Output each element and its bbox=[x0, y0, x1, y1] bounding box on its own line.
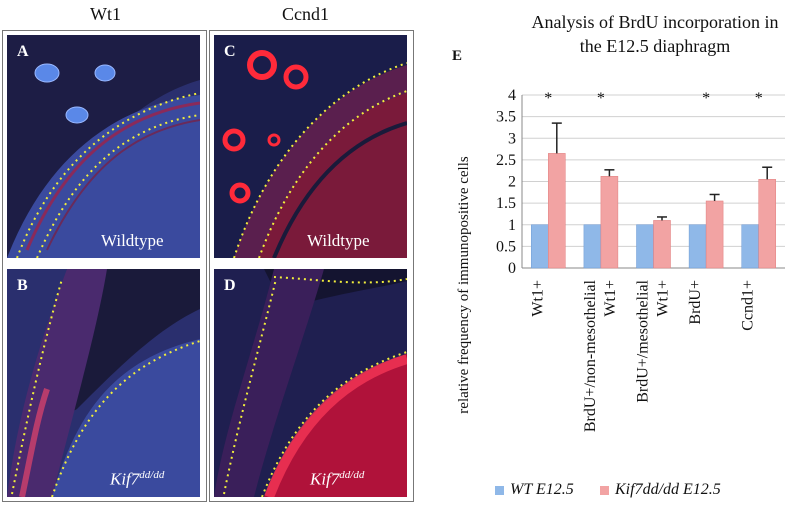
panel-label-a: A bbox=[17, 43, 29, 60]
y-tick-label: 0.5 bbox=[496, 238, 516, 255]
y-tick-label: 2.5 bbox=[496, 152, 516, 169]
legend-wt-label: WT E12.5 bbox=[510, 481, 574, 498]
legend-wt-swatch bbox=[495, 485, 504, 495]
legend-kif7-swatch bbox=[600, 485, 609, 495]
bar-wt bbox=[688, 224, 707, 269]
panel-b-caption: Kif7dd/dd bbox=[110, 469, 165, 489]
y-tick-label: 3 bbox=[508, 130, 516, 147]
column-title-wt1: Wt1 bbox=[90, 4, 121, 24]
panel-a: A Wildtype bbox=[7, 35, 200, 258]
x-category-label: BrdU+/non-mesothelial bbox=[582, 279, 599, 432]
panel-c: C Wildtype bbox=[214, 35, 407, 258]
bar-wt bbox=[741, 224, 759, 269]
x-category-label: Ccnd1+ bbox=[740, 280, 757, 331]
x-category-label: Wt1+ bbox=[655, 280, 672, 317]
bar-kif7 bbox=[548, 153, 566, 269]
panel-b: B Kif7dd/dd bbox=[7, 269, 200, 497]
bar-kif7 bbox=[758, 179, 776, 269]
bar-kif7 bbox=[705, 200, 724, 269]
chart-panel-label: E bbox=[452, 48, 462, 64]
significance-marker: * bbox=[597, 90, 605, 107]
y-tick-label: 2 bbox=[508, 174, 516, 191]
y-axis-label: relative frequency of immunopositive cel… bbox=[456, 156, 472, 414]
column-title-ccnd1: Ccnd1 bbox=[282, 4, 329, 24]
brdu-bar-chart: Analysis of BrdU incorporation in the E1… bbox=[452, 12, 785, 432]
y-tick-label: 3.5 bbox=[496, 109, 516, 126]
panel-a-caption: Wildtype bbox=[101, 231, 164, 250]
significance-marker: * bbox=[755, 90, 763, 107]
bar-kif7 bbox=[600, 176, 619, 269]
x-category-label: Wt1+ bbox=[529, 280, 546, 317]
bar-wt bbox=[636, 224, 654, 269]
legend-kif7: Kif7dd/dd E12.5 bbox=[600, 481, 721, 499]
x-category-label: BrdU+ bbox=[687, 280, 704, 325]
y-tick-label: 1.5 bbox=[496, 195, 516, 212]
panel-d: D Kif7dd/dd bbox=[214, 269, 407, 497]
chart-title-line1: Analysis of BrdU incorporation in bbox=[532, 12, 779, 32]
legend-kif7-label: Kif7dd/dd E12.5 bbox=[615, 481, 721, 498]
x-category-label: Wt1+ bbox=[602, 280, 619, 317]
panel-label-b: B bbox=[17, 277, 28, 294]
y-tick-label: 0 bbox=[508, 260, 516, 277]
bar-kif7 bbox=[653, 220, 671, 269]
significance-marker: * bbox=[702, 90, 710, 107]
panel-label-c: C bbox=[224, 43, 236, 60]
bar-wt bbox=[583, 224, 602, 269]
x-category-label: BrdU+/mesothelial bbox=[635, 279, 652, 402]
panel-label-d: D bbox=[224, 277, 236, 294]
wt1-panel-frame: A Wildtype B Kif7dd/dd bbox=[2, 30, 207, 502]
significance-marker: * bbox=[544, 90, 552, 107]
panel-c-caption: Wildtype bbox=[307, 231, 370, 250]
panel-d-caption: Kif7dd/dd bbox=[310, 469, 365, 489]
legend-wt: WT E12.5 bbox=[495, 481, 574, 499]
y-tick-label: 1 bbox=[508, 217, 516, 234]
chart-title-line2: the E12.5 diaphragm bbox=[580, 36, 730, 56]
y-tick-label: 4 bbox=[508, 87, 516, 104]
bar-wt bbox=[531, 224, 549, 269]
ccnd1-panel-frame: C Wildtype D Kif7dd/dd bbox=[209, 30, 414, 502]
